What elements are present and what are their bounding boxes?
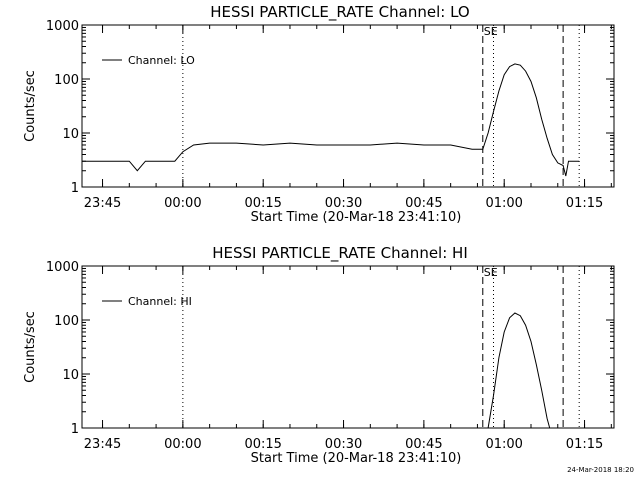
x-tick-label: 01:15 (566, 196, 603, 211)
x-tick-label: 23:45 (84, 196, 121, 211)
legend-entry: Channel: LO (128, 54, 195, 67)
plot-frame (81, 24, 615, 188)
y-tick-label: 100 (54, 73, 79, 88)
series-line (487, 312, 551, 429)
y-tick-label: 1000 (46, 260, 79, 275)
x-tick-label: 01:15 (566, 437, 603, 452)
x-tick-label: 00:15 (244, 437, 281, 452)
marker-label: SE (484, 266, 498, 279)
chart-title: HESSI PARTICLE_RATE Channel: HI (212, 244, 468, 263)
chart-title: HESSI PARTICLE_RATE Channel: LO (210, 3, 469, 22)
y-axis-label: Counts/sec (23, 70, 38, 142)
footer-timestamp: 24-Mar-2018 18:20 (567, 466, 634, 474)
legend-entry: Channel: HI (128, 295, 192, 308)
plot-frame (81, 265, 615, 429)
y-tick-label: 1000 (46, 19, 79, 34)
y-tick-label: 10 (62, 368, 79, 383)
x-tick-label: 00:00 (164, 196, 201, 211)
x-tick-label: 00:45 (405, 196, 442, 211)
x-tick-label: 00:00 (164, 437, 201, 452)
y-tick-label: 100 (54, 314, 79, 329)
x-tick-label: 01:00 (485, 437, 522, 452)
x-tick-label: 00:30 (325, 437, 362, 452)
x-tick-label: 00:15 (244, 196, 281, 211)
chart-panel-1: HESSI PARTICLE_RATE Channel: LO Counts/se… (23, 3, 615, 225)
x-axis-label: Start Time (20-Mar-18 23:41:10) (251, 451, 462, 466)
series-line (82, 63, 580, 177)
x-tick-label: 00:30 (325, 196, 362, 211)
y-tick-label: 1 (71, 181, 79, 196)
x-tick-label: 00:45 (405, 437, 442, 452)
chart-panel-2: HESSI PARTICLE_RATE Channel: HI Counts/se… (23, 244, 615, 466)
marker-label: SE (484, 25, 498, 38)
x-tick-label: 23:45 (84, 437, 121, 452)
y-axis-label: Counts/sec (23, 311, 38, 383)
y-tick-label: 1 (71, 422, 79, 437)
y-tick-label: 10 (62, 127, 79, 142)
x-tick-label: 01:00 (485, 196, 522, 211)
x-axis-label: Start Time (20-Mar-18 23:41:10) (251, 210, 462, 225)
